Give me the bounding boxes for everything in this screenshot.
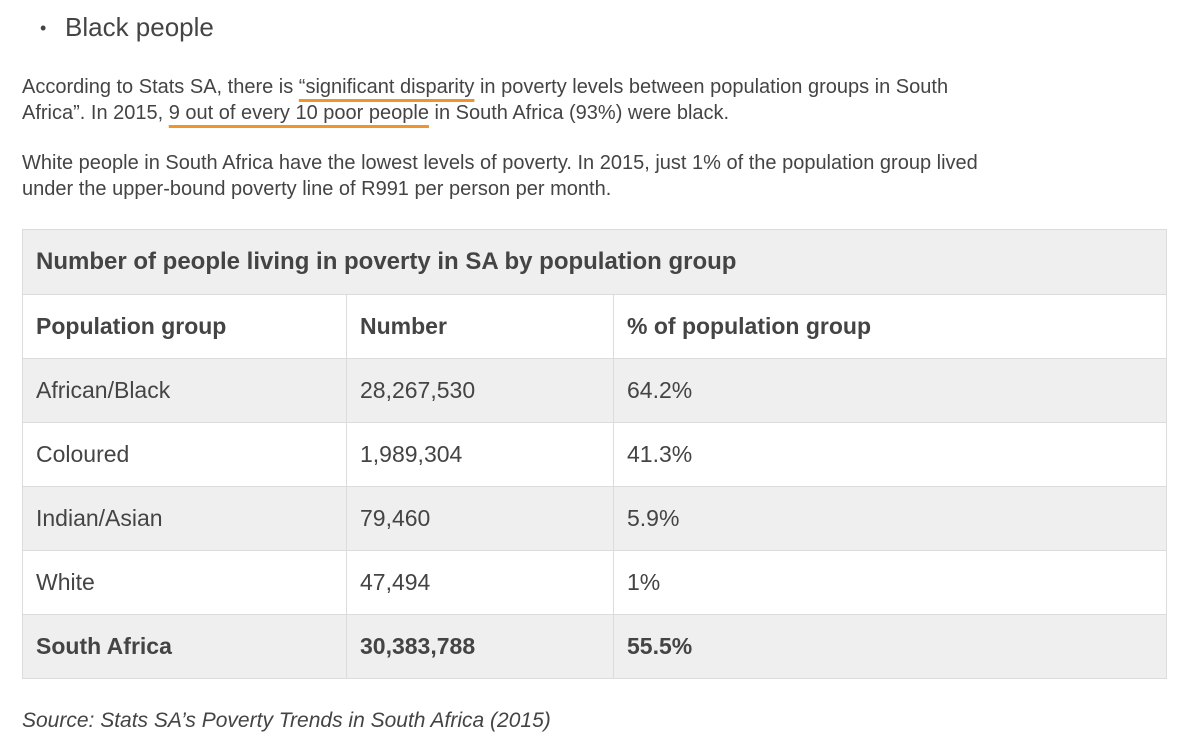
highlighted-text: 9 out of every 10 poor people xyxy=(168,102,429,124)
table-cell: 5.9% xyxy=(613,486,1167,551)
table-row: Coloured 1,989,304 41.3% xyxy=(22,422,1167,487)
paragraph: According to Stats SA, there is “signifi… xyxy=(22,74,982,126)
text-run: in poverty levels between population gro… xyxy=(22,76,949,124)
table-cell: 79,460 xyxy=(346,486,614,551)
header-cell: % of population group xyxy=(613,294,1167,359)
highlighted-text: “significant disparity xyxy=(298,76,475,98)
poverty-table: Number of people living in poverty in SA… xyxy=(22,229,1167,679)
table-cell: 47,494 xyxy=(346,550,614,615)
table-row: White 47,494 1% xyxy=(22,550,1167,615)
text-run: According to Stats SA, there is xyxy=(22,76,299,98)
table-row: African/Black 28,267,530 64.2% xyxy=(22,358,1167,423)
table-cell: 28,267,530 xyxy=(346,358,614,423)
header-cell: Population group xyxy=(22,294,347,359)
table-row: Indian/Asian 79,460 5.9% xyxy=(22,486,1167,551)
total-row: South Africa 30,383,788 55.5% xyxy=(22,614,1167,679)
table-cell: African/Black xyxy=(22,358,347,423)
table-cell: 1% xyxy=(613,550,1167,615)
table-cell: 64.2% xyxy=(613,358,1167,423)
table-title-row: Number of people living in poverty in SA… xyxy=(22,229,1167,295)
total-cell: South Africa xyxy=(22,614,347,679)
table-cell: Indian/Asian xyxy=(22,486,347,551)
table-title: Number of people living in poverty in SA… xyxy=(22,229,1167,295)
table-cell: 41.3% xyxy=(613,422,1167,487)
table-cell: White xyxy=(22,550,347,615)
header-row: Population group Number% of population gr… xyxy=(22,294,1167,359)
bullet-text: Black people xyxy=(65,12,214,42)
paragraph: White people in South Africa have the lo… xyxy=(22,150,982,202)
total-cell: 30,383,788 xyxy=(346,614,614,679)
text-run: in South Africa (93%) were black. xyxy=(428,102,730,124)
bullet-item: Black people xyxy=(40,12,214,43)
table-cell: Coloured xyxy=(22,422,347,487)
total-cell: 55.5% xyxy=(613,614,1167,679)
text-run: White people in South Africa have the lo… xyxy=(22,152,978,200)
source-note: Source: Stats SA’s Poverty Trends in Sou… xyxy=(22,709,551,732)
table-cell: 1,989,304 xyxy=(346,422,614,487)
header-cell: Number xyxy=(346,294,614,359)
